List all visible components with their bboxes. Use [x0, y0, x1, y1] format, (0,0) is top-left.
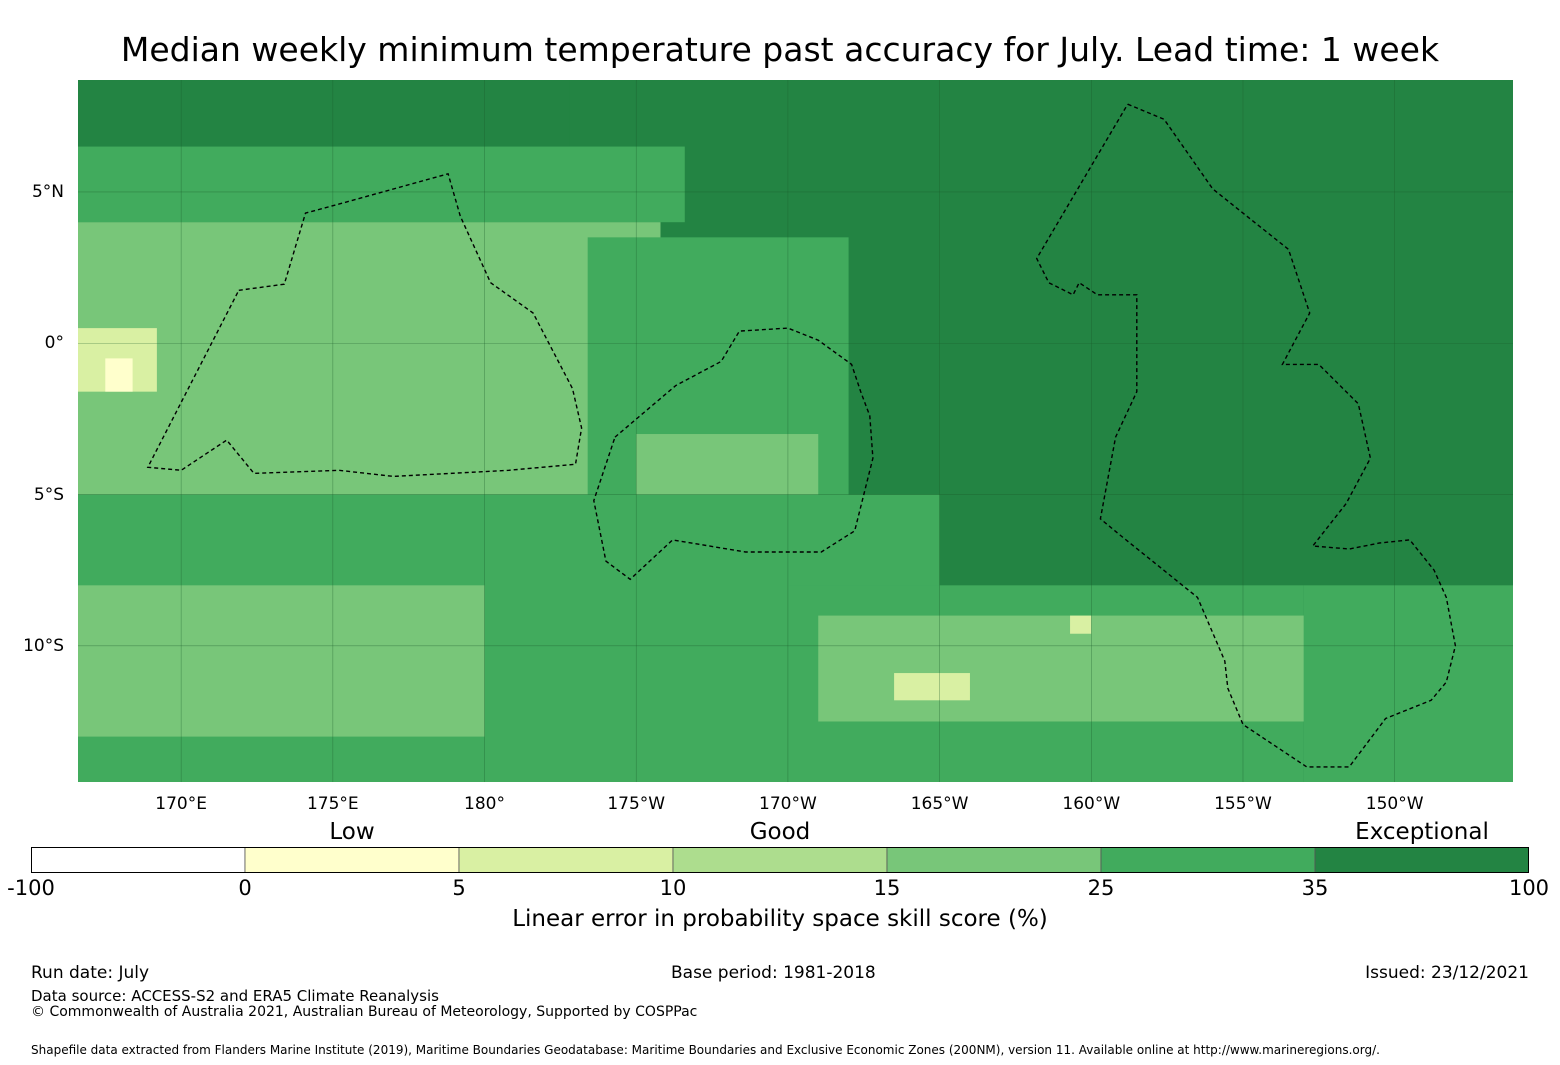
colorbar-outline — [31, 847, 1529, 873]
colorbar-bin — [1314, 847, 1529, 873]
skill-region-northwest-band — [78, 146, 685, 223]
skill-region-pale-spot-1 — [894, 673, 970, 701]
colorbar-category-label: Good — [749, 819, 811, 845]
colorbar-bin — [1100, 847, 1316, 873]
skill-region-west-cluster — [78, 222, 661, 495]
longitude-label: 170°W — [759, 794, 817, 814]
shapefile-credit: Shapefile data extracted from Flanders M… — [31, 1043, 1380, 1057]
latitude-label: 5°N — [31, 181, 64, 202]
latitude-label: 0° — [44, 333, 64, 354]
run-date: Run date: July — [31, 963, 150, 983]
skill-region-northwest-dark — [78, 80, 570, 147]
skill-region-southeast-dark — [1303, 585, 1513, 782]
longitude-label: 175°E — [306, 794, 359, 814]
skill-region-south-pale — [78, 585, 485, 737]
longitude-label: 160°W — [1062, 794, 1121, 814]
kiribati-line-eez — [1035, 103, 1457, 768]
colorbar-tick-label: -100 — [7, 876, 55, 900]
skill-region-equator-lightest — [105, 358, 133, 392]
latitude-label: 10°S — [23, 635, 64, 656]
skill-region-pale-spot-2 — [1070, 615, 1092, 634]
colorbar-bin — [458, 847, 674, 873]
longitude-label: 155°W — [1214, 794, 1272, 814]
skill-score-map[interactable] — [78, 80, 1513, 782]
colorbar-category-label: Exceptional — [1355, 819, 1489, 845]
kiribati-phoenix-eez — [593, 327, 874, 581]
latitude-label: 5°S — [33, 484, 64, 505]
kiribati-gilbert-eez — [146, 172, 583, 478]
map-panel[interactable] — [78, 80, 1513, 782]
issued-date: Issued: 23/12/2021 — [1365, 963, 1529, 983]
base-period: Base period: 1981-2018 — [671, 963, 876, 983]
longitude-label: 180° — [464, 794, 505, 814]
colorbar-tick-label: 25 — [1087, 876, 1115, 900]
colorbar-tick-label: 5 — [452, 876, 466, 900]
colorbar-tick-label: 35 — [1301, 876, 1329, 900]
longitude-label: 170°E — [155, 794, 207, 814]
colorbar-bin — [244, 847, 460, 873]
copyright: © Commonwealth of Australia 2021, Austra… — [31, 1004, 698, 1020]
colorbar-bin — [886, 847, 1102, 873]
map-title: Median weekly minimum temperature past a… — [120, 30, 1440, 69]
colorbar-tick-label: 15 — [873, 876, 901, 900]
colorbar-tick-label: 0 — [238, 876, 252, 900]
colorbar-category-label: Low — [329, 819, 375, 845]
colorbar-label: Linear error in probability space skill … — [512, 906, 1048, 932]
colorbar-bin — [31, 847, 246, 873]
colorbar-bin — [672, 847, 888, 873]
colorbar-tick-label: 100 — [1508, 876, 1550, 900]
data-source: Data source: ACCESS-S2 and ERA5 Climate … — [31, 987, 439, 1005]
longitude-label: 175°W — [607, 794, 666, 814]
longitude-label: 150°W — [1365, 794, 1424, 814]
colorbar — [31, 847, 1529, 873]
longitude-label: 165°W — [910, 794, 969, 814]
colorbar-tick-label: 10 — [659, 876, 687, 900]
